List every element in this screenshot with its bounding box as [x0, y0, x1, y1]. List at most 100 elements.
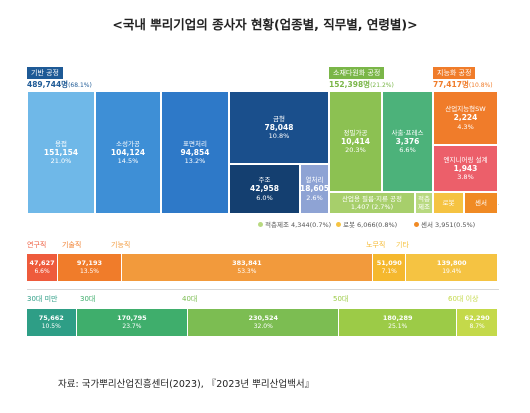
tile-value: 10,414 — [341, 136, 370, 146]
treemap-tile: 소성가공 104,124 14.5% — [95, 91, 161, 214]
bar-category-label: 기능직 — [111, 241, 131, 249]
chart-title: <국내 뿌리기업의 종사자 현황(업종별, 직무별, 연령별)> — [112, 17, 418, 32]
bar-segment: 51,090 7.1% — [373, 254, 407, 281]
bar-segment: 62,290 8.7% — [457, 309, 498, 336]
bar-value-label: 170,795 — [117, 314, 147, 322]
tile-name-line2: 제조 — [418, 203, 430, 211]
treemap-tile: 산업지능형SW 2,224 4.3% — [433, 91, 498, 145]
tile-percent: 10.8% — [268, 132, 290, 141]
treemap-tile: 적층 제조 — [415, 192, 433, 214]
bar-category-label: 30대 — [80, 295, 96, 303]
bar-percent-label: 8.7% — [469, 322, 485, 330]
tile-percent: 13.2% — [184, 157, 206, 166]
bar-percent-label: 10.5% — [41, 322, 61, 330]
legend-dot — [414, 221, 419, 227]
bar-segment: 170,795 23.7% — [76, 309, 189, 336]
tile-name: 적층 — [418, 194, 430, 203]
legend-item: 센서 3,951(0.5%) — [414, 219, 475, 229]
tile-value: 42,958 — [250, 184, 279, 194]
bar-value-label: 180,289 — [382, 314, 413, 322]
tile-value: 78,048 — [264, 122, 294, 132]
tile-percent: 14.5% — [117, 157, 139, 166]
bar-percent-label: 7.1% — [381, 267, 397, 275]
bar-segment: 230,524 32.0% — [188, 309, 340, 336]
group-tag: 지능화 공정 — [433, 67, 476, 79]
tile-value: 1,943 — [453, 163, 478, 173]
legend-dot — [336, 221, 341, 227]
bar-segment: 383,841 53.3% — [121, 254, 374, 281]
group-total: 489,744명(68.1%) — [27, 79, 92, 90]
bar-value-label: 62,290 — [464, 314, 490, 322]
bar-segment: 47,627 6.6% — [27, 254, 59, 281]
bar-percent-label: 23.7% — [122, 322, 142, 330]
group-total-pct: (10.8%) — [468, 82, 493, 89]
tile-name: 열처리 — [305, 176, 324, 185]
source-note: 자료: 국가뿌리산업진흥센터(2023), 『2023년 뿌리산업백서』 — [58, 379, 315, 390]
tile-name: 엔지니어링 설계 — [443, 155, 488, 164]
tile-percent: 6.0% — [256, 193, 273, 202]
bar-category-label: 기타 — [396, 241, 409, 249]
tile-value: 2,224 — [453, 113, 478, 123]
treemap-tile: 용접 151,154 21.0% — [27, 91, 95, 214]
tile-percent: 3.8% — [457, 173, 474, 182]
tile-name: 금형 — [273, 114, 285, 123]
bar-segment: 139,800 19.4% — [406, 254, 498, 281]
bar-percent-label: 19.4% — [442, 267, 462, 275]
treemap-tile: 사출·프레스 3,376 6.6% — [382, 91, 433, 192]
legend-label: 센서 3,951(0.5%) — [421, 221, 476, 229]
tile-value: 3,376 — [395, 136, 420, 146]
tile-name: 사출·프레스 — [391, 128, 424, 137]
tile-percent: 6.6% — [399, 146, 416, 155]
tile-name: 소성가공 — [116, 139, 140, 148]
treemap-tile: 열처리 18,605 2.6% — [300, 164, 329, 214]
tile-name: 주조 — [258, 176, 271, 185]
treemap-tile: 로봇 — [433, 192, 464, 214]
tile-percent: 20.3% — [345, 146, 366, 155]
group-total-value: 489,744명 — [27, 80, 69, 89]
group-total-pct: (21.2%) — [370, 82, 394, 89]
legend-label: 적층제조 4,344(0.7%) — [265, 221, 332, 229]
legend-dot — [258, 221, 263, 227]
tile-percent: 4.3% — [457, 122, 474, 131]
bar-percent-label: 25.1% — [388, 322, 408, 330]
bar-segment: 180,289 25.1% — [339, 309, 458, 336]
tile-name: 용접 — [55, 139, 67, 148]
bar-value-label: 139,800 — [436, 259, 467, 267]
bar-category-label: 노무직 — [366, 241, 386, 249]
tile-percent: 2.6% — [306, 193, 323, 202]
tile-name: 로봇 — [442, 198, 455, 207]
treemap-tile: 금형 78,048 10.8% — [229, 91, 329, 164]
group-tag: 소재다원화 공정 — [329, 67, 385, 79]
bar-segment: 97,193 13.5% — [58, 254, 122, 281]
tile-name: 표면처리 — [183, 139, 207, 148]
tile-value: 94,854 — [180, 147, 210, 157]
group-total-value: 152,398명 — [329, 80, 371, 89]
group-total: 152,398명(21.2%) — [329, 79, 394, 90]
bar-value-label: 97,193 — [76, 259, 103, 267]
tile-value: 104,124 — [110, 147, 146, 157]
tile-value-row: 1,407 (2.7%) — [351, 203, 393, 211]
bar-percent-label: 53.3% — [237, 267, 257, 275]
tile-name: 산업지능형SW — [445, 105, 486, 114]
group-total-value: 77,417명 — [433, 80, 469, 89]
bar-percent-label: 13.5% — [79, 267, 99, 275]
bar-category-label: 연구직 — [27, 241, 47, 249]
group-total-pct: (68.1%) — [68, 82, 92, 89]
tile-percent: (2.7%) — [369, 203, 394, 211]
treemap-tile: 센서 — [464, 192, 498, 214]
section-divider — [27, 289, 499, 290]
tile-name: 센서 — [475, 198, 487, 207]
bar-value-label: 51,090 — [376, 259, 402, 267]
bar-percent-label: 32.0% — [253, 322, 273, 330]
tile-name: 산업용 필름·지류 공정 — [341, 194, 403, 203]
bar-category-label: 30대 미만 — [27, 295, 58, 303]
legend-label: 로봇 6,066(0.8%) — [343, 221, 398, 229]
bar-percent-label: 6.6% — [34, 267, 50, 275]
bar-category-label: 50대 — [333, 295, 349, 303]
bar-value-label: 47,627 — [29, 259, 55, 267]
bar-category-label: 60대 이상 — [448, 295, 479, 303]
group-total: 77,417명(10.8%) — [433, 79, 493, 90]
bar-category-label: 40대 — [182, 295, 198, 303]
group-tag: 기반 공정 — [27, 67, 63, 79]
